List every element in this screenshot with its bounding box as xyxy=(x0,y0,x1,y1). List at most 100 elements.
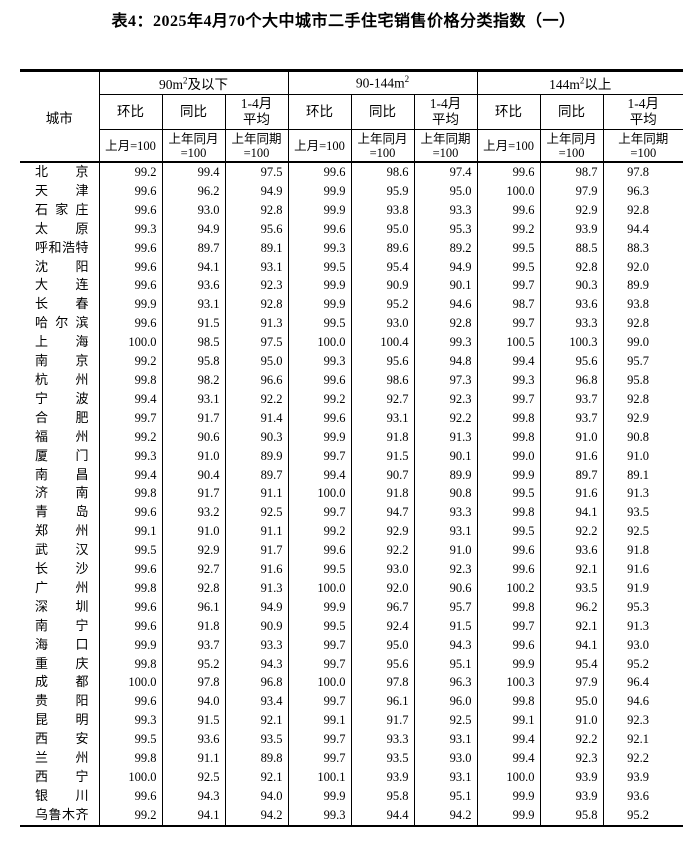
table-row: 长沙 99.6 92.7 91.6 99.5 93.0 92.3 99.6 92.1 91.6 xyxy=(20,560,684,579)
index-value: 94.3 xyxy=(413,635,478,655)
index-value: 91.0 xyxy=(161,522,225,542)
table-row: 哈尔滨 99.6 91.5 91.3 99.5 93.0 92.8 99.7 93.3 92.8 xyxy=(20,314,684,334)
index-value: 93.9 xyxy=(350,768,415,787)
table-row: 乌鲁木齐 99.2 94.1 94.2 99.3 94.4 94.2 99.9 95.8 95.2 xyxy=(20,805,684,826)
index-value: 100.0 xyxy=(287,578,352,598)
index-value: 99.3 xyxy=(98,711,162,731)
index-value: 99.9 xyxy=(287,427,352,447)
index-value: 95.2 xyxy=(602,805,684,826)
index-value: 93.8 xyxy=(350,200,415,220)
index-value: 99.2 xyxy=(98,805,162,826)
index-value: 99.6 xyxy=(98,238,162,258)
index-value: 95.6 xyxy=(350,654,415,674)
index-value: 93.0 xyxy=(602,635,684,655)
index-value: 92.9 xyxy=(539,200,604,220)
index-value: 93.0 xyxy=(413,749,478,768)
index-value: 99.9 xyxy=(287,295,352,315)
index-value: 99.5 xyxy=(287,616,352,636)
sub-header-yoy: 同比 xyxy=(350,94,415,130)
index-value: 98.7 xyxy=(476,295,541,315)
index-value: 99.6 xyxy=(476,162,541,182)
index-value: 93.3 xyxy=(224,635,289,655)
index-value: 95.4 xyxy=(539,654,604,674)
index-value: 92.1 xyxy=(224,768,289,787)
index-value: 99.2 xyxy=(98,162,162,182)
city-name: 南宁 xyxy=(35,617,89,633)
index-value: 92.9 xyxy=(602,408,684,428)
index-value: 100.0 xyxy=(476,768,541,787)
index-value: 93.5 xyxy=(350,749,415,768)
index-value: 99.8 xyxy=(476,427,541,447)
index-value: 99.6 xyxy=(98,181,162,201)
index-value: 93.5 xyxy=(539,578,604,598)
index-value: 97.9 xyxy=(539,673,604,693)
index-value: 97.3 xyxy=(413,370,478,390)
index-value: 91.3 xyxy=(413,427,478,447)
index-value: 99.9 xyxy=(98,635,162,655)
table-row: 厦门 99.3 91.0 89.9 99.7 91.5 90.1 99.0 91.6 91.0 xyxy=(20,446,684,466)
index-value: 91.5 xyxy=(161,711,225,731)
city-name: 广州 xyxy=(35,579,89,595)
index-value: 99.6 xyxy=(476,560,541,579)
table-row: 武汉 99.5 92.9 91.7 99.6 92.2 91.0 99.6 93.6 91.8 xyxy=(20,541,684,561)
index-value: 93.7 xyxy=(539,389,604,409)
index-value: 89.9 xyxy=(602,276,684,296)
city-column-header: 城市 xyxy=(20,70,99,163)
index-value: 89.8 xyxy=(224,749,289,768)
index-value: 92.4 xyxy=(350,616,415,636)
index-value: 95.6 xyxy=(539,352,604,371)
index-value: 89.6 xyxy=(350,238,415,258)
index-value: 99.5 xyxy=(287,560,352,579)
index-value: 92.7 xyxy=(350,389,415,409)
index-value: 99.1 xyxy=(287,711,352,731)
index-value: 93.0 xyxy=(350,314,415,334)
index-value: 96.2 xyxy=(161,181,225,201)
index-value: 95.0 xyxy=(350,635,415,655)
index-value: 92.9 xyxy=(161,541,225,561)
index-value: 92.8 xyxy=(602,389,684,409)
city-name: 宁波 xyxy=(35,390,89,406)
city-name: 大连 xyxy=(35,277,89,293)
city-name: 重庆 xyxy=(35,655,89,671)
index-value: 95.8 xyxy=(350,786,415,806)
index-value: 100.0 xyxy=(98,768,162,787)
index-value: 96.8 xyxy=(539,370,604,390)
index-value: 90.8 xyxy=(413,484,478,504)
index-value: 91.3 xyxy=(224,314,289,334)
index-value: 99.3 xyxy=(287,238,352,258)
index-value: 96.1 xyxy=(161,597,225,617)
group-header-row: 城市 90m2及以下 90-144m2 144m2以上 xyxy=(20,70,684,163)
index-value: 99.5 xyxy=(287,257,352,277)
index-value: 100.0 xyxy=(287,484,352,504)
index-value: 99.6 xyxy=(476,635,541,655)
index-value: 99.5 xyxy=(476,484,541,504)
sub-header-avg: 1-4月 平均 xyxy=(602,94,684,130)
index-value: 99.5 xyxy=(98,541,162,561)
sub-header-mom: 环比 xyxy=(287,94,352,130)
index-value: 99.3 xyxy=(476,370,541,390)
table-row: 大连 99.6 93.6 92.3 99.9 90.9 90.1 99.7 90.3 89.9 xyxy=(20,276,684,296)
city-name: 贵阳 xyxy=(35,693,89,709)
table-row: 昆明 99.3 91.5 92.1 99.1 91.7 92.5 99.1 91.0 92.3 xyxy=(20,711,684,731)
index-value: 95.2 xyxy=(350,295,415,315)
index-value: 99.6 xyxy=(98,560,162,579)
index-value: 90.9 xyxy=(350,276,415,296)
table-row: 南昌 99.4 90.4 89.7 99.4 90.7 89.9 99.9 89.7 89.1 xyxy=(20,465,684,485)
index-value: 96.1 xyxy=(350,692,415,712)
city-name: 北京 xyxy=(35,164,89,179)
index-value: 93.4 xyxy=(224,692,289,712)
index-value: 99.5 xyxy=(476,257,541,277)
city-name: 西宁 xyxy=(35,769,89,784)
index-value: 94.8 xyxy=(413,352,478,371)
table-header: 城市 90m2及以下 90-144m2 144m2以上 环比 同比 1-4月 平… xyxy=(20,70,684,163)
sub-header-yoy: 同比 xyxy=(161,94,225,130)
table-row: 兰州 99.8 91.1 89.8 99.7 93.5 93.0 99.4 92.3 92.2 xyxy=(20,749,684,768)
index-value: 93.6 xyxy=(539,541,604,561)
index-value: 88.3 xyxy=(602,238,684,258)
table-row: 济南 99.8 91.7 91.1 100.0 91.8 90.8 99.5 91.6 91.3 xyxy=(20,484,684,504)
index-value: 91.8 xyxy=(350,484,415,504)
sub-header-mom: 环比 xyxy=(98,94,162,130)
index-value: 93.0 xyxy=(350,560,415,579)
index-value: 95.8 xyxy=(602,370,684,390)
city-name: 西安 xyxy=(35,731,89,747)
